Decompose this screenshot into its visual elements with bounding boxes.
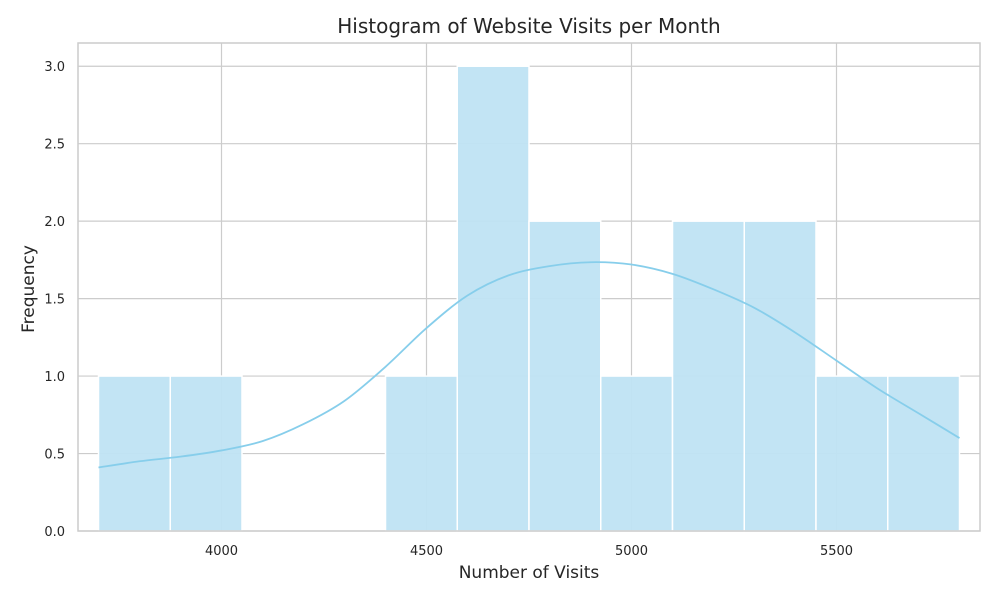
histogram-bar xyxy=(815,375,889,532)
y-tick-label: 3.0 xyxy=(44,60,65,75)
histogram-bar xyxy=(671,220,745,532)
y-tick-label: 0.5 xyxy=(44,448,65,463)
x-tick-label: 4500 xyxy=(410,544,443,559)
x-tick-label: 4000 xyxy=(205,544,238,559)
plot-frame xyxy=(77,42,981,532)
histogram-bar xyxy=(456,65,530,532)
y-tick-label: 1.5 xyxy=(44,293,65,308)
y-tick-label: 2.5 xyxy=(44,138,65,153)
x-tick-label: 5000 xyxy=(615,544,648,559)
y-tick-label: 2.0 xyxy=(44,215,65,230)
x-tick-label: 5500 xyxy=(820,544,853,559)
bars-layer xyxy=(97,65,961,532)
histogram-bar xyxy=(743,220,817,532)
histogram-bar xyxy=(97,375,171,532)
y-tick-label: 0.0 xyxy=(44,525,65,540)
y-tick-label: 1.0 xyxy=(44,370,65,385)
histogram-bar xyxy=(600,375,674,532)
y-axis-label: Frequency xyxy=(19,245,39,333)
histogram-bar xyxy=(384,375,458,532)
kde-layer xyxy=(98,261,960,469)
histogram-bar xyxy=(528,220,602,532)
chart-title: Histogram of Website Visits per Month xyxy=(337,14,721,38)
ticks-layer: 0.0 0.5 1.0 1.5 2.0 2.5 3.0 4000 4500 5000 5500 xyxy=(44,60,853,559)
x-axis-label: Number of Visits xyxy=(459,563,600,583)
histogram-bar xyxy=(887,375,961,532)
kde-line xyxy=(98,261,960,469)
